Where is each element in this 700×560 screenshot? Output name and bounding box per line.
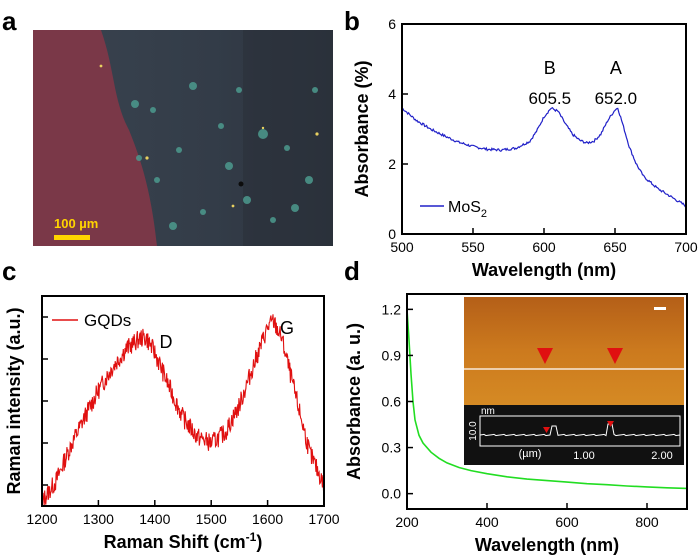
y-tick-label-1: 0.3 (382, 440, 402, 456)
x-tick-label-650: 650 (603, 239, 627, 255)
y-tick-label-2: 4 (388, 86, 396, 102)
profile-line (479, 423, 681, 437)
profile-x-tick-2: 2.00 (651, 450, 672, 462)
legend-label-main: MoS (448, 199, 481, 216)
profile-marker-2 (607, 421, 614, 427)
afm-image (464, 297, 684, 405)
x-tick-label-1600: 1600 (252, 511, 283, 527)
substrate-region (33, 30, 157, 246)
x-tick-label-200: 200 (395, 514, 419, 530)
profile-y-tick: 10.0 (468, 421, 479, 441)
x-axis-label-main: Raman Shift (cm (104, 532, 246, 552)
afm-marker-1 (537, 348, 553, 364)
scale-bar-label: 100 µm (54, 216, 98, 231)
afm-scale-bar (654, 307, 666, 310)
y-tick-label-2: 0.6 (382, 394, 402, 410)
profile-x-tick-1: 1.00 (573, 450, 594, 462)
chart-b: 500 550 600 650 700 0 2 4 6 Wavelength (nm) Absorb… (352, 16, 698, 280)
y-tick-label-1: 2 (388, 156, 396, 172)
peak-label-D: D (160, 332, 173, 352)
x-tick-label-400: 400 (475, 514, 499, 530)
x-tick-label-1200: 1200 (26, 511, 57, 527)
legend-label-sub: 2 (481, 208, 487, 220)
scale-bar (54, 235, 90, 240)
series-line-GQDs (41, 314, 325, 506)
y-tick-label-3: 6 (388, 16, 396, 32)
x-tick-label-550: 550 (461, 239, 485, 255)
afm-marker-2 (607, 348, 623, 364)
peak-value-A: 652.0 (595, 89, 638, 108)
profile-marker-1 (543, 427, 550, 433)
x-tick-label-1700: 1700 (308, 511, 339, 527)
dark-particle (238, 181, 244, 187)
y-axis-label: Absorbance (%) (352, 60, 372, 197)
peak-label-G: G (280, 318, 294, 338)
peak-value-B: 605.5 (529, 89, 572, 108)
x-tick-label-1400: 1400 (139, 511, 170, 527)
panel-letter-c: c (2, 256, 17, 286)
peak-label-B: B (544, 58, 556, 78)
bright-particles (99, 64, 319, 208)
panel-letter-b: b (344, 6, 360, 36)
x-axis-label-sup: -1 (246, 530, 257, 544)
chart-c: 1200 1300 1400 1500 1600 1700 Raman Shift (cm-… (4, 295, 340, 552)
y-tick-label-0: 0 (388, 226, 396, 242)
profile-y-axis-label: nm (481, 406, 495, 417)
peak-label-A: A (610, 58, 622, 78)
plot-frame (401, 23, 687, 235)
y-tick-label-0: 0.0 (382, 486, 402, 502)
panel-letter-a: a (2, 6, 17, 36)
y-axis-label: Raman intensity (a.u.) (4, 307, 24, 494)
flake-clusters (131, 82, 318, 230)
x-tick-label-600: 600 (555, 514, 579, 530)
chart-d: 200 400 600 800 0.0 0.3 0.6 0.9 1.2 Wavelength (n… (344, 293, 688, 555)
x-axis-label: Raman Shift (cm-1) (104, 530, 263, 552)
series-line-GQDs (406, 309, 688, 490)
profile-frame (479, 415, 681, 447)
x-tick-label-1300: 1300 (83, 511, 114, 527)
y-tick-label-4: 1.2 (382, 301, 402, 317)
darker-region (243, 30, 333, 246)
x-axis-label-end: ) (256, 532, 262, 552)
x-tick-label-700: 700 (674, 239, 698, 255)
x-axis-label: Wavelength (nm) (472, 260, 616, 280)
panel-letter-d: d (344, 256, 360, 286)
profile-x-axis-label: (µm) (519, 448, 542, 460)
x-tick-label-1500: 1500 (196, 511, 227, 527)
x-tick-label-800: 800 (635, 514, 659, 530)
x-axis-label: Wavelength (nm) (475, 535, 619, 555)
x-tick-label-600: 600 (532, 239, 556, 255)
legend-label: MoS2 (448, 199, 487, 220)
y-axis-label: Absorbance (a. u.) (344, 323, 364, 480)
x-tick-label-500: 500 (390, 239, 414, 255)
optical-micrograph: 100 µm (33, 30, 333, 246)
y-tick-label-3: 0.9 (382, 347, 402, 363)
series-line-MoS2 (401, 106, 687, 208)
legend-label: GQDs (84, 311, 131, 330)
